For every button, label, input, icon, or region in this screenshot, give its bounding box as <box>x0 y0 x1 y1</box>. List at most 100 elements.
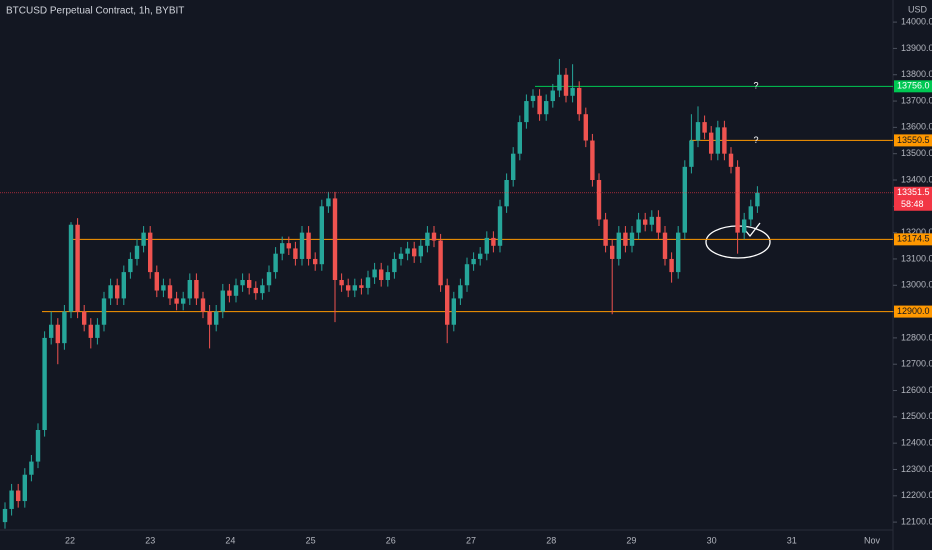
candle-body <box>339 280 344 286</box>
candle-body <box>491 237 496 246</box>
candle-body <box>313 258 318 265</box>
level-label-box <box>894 134 932 147</box>
candle-body <box>346 285 351 291</box>
candle-body <box>260 285 265 294</box>
candle-body <box>742 219 747 233</box>
candle-body <box>88 324 93 338</box>
x-tick-label: 23 <box>145 535 155 545</box>
candle-body <box>247 280 252 288</box>
candle-body <box>319 206 324 265</box>
price-unit: USD <box>908 4 928 14</box>
y-tick-label: 13200.0 <box>901 227 932 237</box>
y-tick-label: 13400.0 <box>901 174 932 184</box>
level-label: 13550.5 <box>897 135 930 145</box>
candle-body <box>431 232 437 241</box>
candle-body <box>82 311 87 325</box>
x-tick-label: 31 <box>787 535 797 545</box>
level-label: 12900.0 <box>897 306 930 316</box>
candle-body <box>412 248 417 257</box>
y-tick-label: 13700.0 <box>901 95 932 105</box>
y-tick-label: 12500.0 <box>901 411 932 421</box>
candle-body <box>596 180 602 220</box>
candle-body <box>187 280 192 299</box>
x-tick-label: 28 <box>546 535 556 545</box>
candle-body <box>445 285 450 325</box>
candle-body <box>471 258 476 265</box>
candle-body <box>511 153 516 180</box>
candle-body <box>200 298 206 312</box>
y-tick-label: 13000.0 <box>901 280 932 290</box>
candle-body <box>550 90 555 102</box>
candle-body <box>709 132 714 154</box>
candle-body <box>425 232 430 246</box>
candle-body <box>563 74 569 96</box>
annotation-check <box>744 222 761 238</box>
candle-body <box>603 219 608 246</box>
candle-body <box>101 298 107 325</box>
candle-body <box>629 232 635 246</box>
y-tick-label: 12400.0 <box>901 438 932 448</box>
level-note: ? <box>753 135 758 145</box>
x-tick-label: 26 <box>386 535 396 545</box>
candle-body <box>240 280 245 286</box>
candle-body <box>616 232 621 259</box>
level-note: ? <box>753 81 758 91</box>
candle-body <box>95 324 100 338</box>
level-label-box <box>894 233 932 246</box>
candle-body <box>220 290 225 312</box>
candle-body <box>398 253 404 259</box>
y-tick-label: 12300.0 <box>901 464 932 474</box>
x-tick-label: Nov <box>864 535 881 545</box>
x-tick-label: 29 <box>626 535 636 545</box>
y-tick-label: 12100.0 <box>901 516 932 526</box>
candle-body <box>643 219 648 225</box>
x-tick-label: 25 <box>306 535 316 545</box>
candle-body <box>286 243 291 249</box>
y-tick-label: 13900.0 <box>901 43 932 53</box>
x-tick-label: 24 <box>225 535 235 545</box>
candle-body <box>702 122 707 133</box>
candle-body <box>728 153 734 167</box>
candle-body <box>484 237 489 254</box>
candle-body <box>280 243 285 254</box>
level-label: 13756.0 <box>897 81 930 91</box>
candle-body <box>530 95 536 102</box>
candle-body <box>669 258 674 273</box>
candle-body <box>253 287 258 294</box>
candle-body <box>438 240 443 286</box>
y-tick-label: 12600.0 <box>901 385 932 395</box>
candle-body <box>379 269 384 280</box>
candle-body <box>689 140 694 167</box>
x-tick-label: 22 <box>65 535 75 545</box>
candle-body <box>458 285 463 299</box>
candle-body <box>385 272 390 280</box>
candle-body <box>662 232 668 259</box>
candle-body <box>227 290 232 296</box>
candle-body <box>735 166 740 233</box>
candle-body <box>676 232 681 273</box>
y-tick-label: 12700.0 <box>901 359 932 369</box>
candle-body <box>75 224 80 312</box>
level-label-box <box>894 305 932 318</box>
candle-body <box>418 245 423 257</box>
candle-body <box>9 490 14 509</box>
candle-body <box>128 258 133 273</box>
candle-body <box>55 324 60 344</box>
candle-body <box>154 272 159 291</box>
candle-body <box>451 298 456 325</box>
candle-body <box>16 490 21 502</box>
candle-body <box>2 508 8 523</box>
candle-body <box>68 224 74 312</box>
candle-body <box>42 337 47 430</box>
candle-body <box>62 311 67 344</box>
candle-body <box>544 101 549 115</box>
candle-body <box>570 87 575 96</box>
candle-body <box>392 258 397 273</box>
y-tick-label: 12800.0 <box>901 332 932 342</box>
candle-body <box>656 216 661 233</box>
candle-body <box>365 277 371 288</box>
candle-body <box>233 285 239 296</box>
candle-body <box>623 232 628 246</box>
candle-body <box>504 180 509 207</box>
countdown-label: 58:48 <box>901 199 924 209</box>
